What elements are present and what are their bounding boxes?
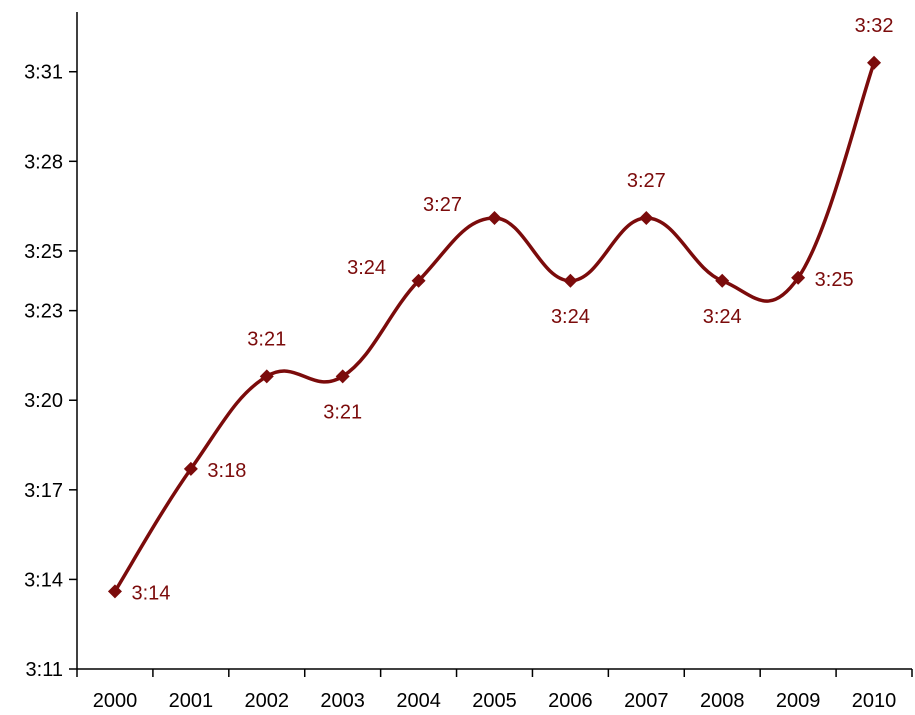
x-tick-label: 2006 [548,690,593,712]
data-point-marker [487,211,502,226]
x-tick-label: 2001 [169,690,214,712]
data-point-marker [411,273,426,288]
x-tick-label: 2002 [245,690,290,712]
data-label: 3:21 [323,401,362,423]
data-point-marker [639,211,654,226]
y-tick-label: 3:20 [24,390,63,412]
x-axis-ticks: 2000 2001 2002 2003 2004 2005 2006 2007 2008 2009… [76,669,913,712]
data-point-marker [335,369,350,384]
y-tick-label: 3:14 [24,569,63,591]
data-label: 3:32 [855,15,894,37]
x-tick-label: 2004 [396,690,441,712]
data-point-marker [791,270,806,285]
data-point-marker [107,584,122,599]
data-point-marker [563,273,578,288]
data-point-marker [259,369,274,384]
data-point-marker [867,55,882,70]
y-tick-label: 3:25 [24,241,63,263]
data-label: 3:27 [627,170,666,192]
y-tick-label: 3:28 [24,151,63,173]
series-line [113,62,876,593]
series-layer: 3:14 3:18 3:21 3:21 3:24 3:27 3:24 3:27 3:24 3:25… [107,15,894,604]
data-label: 3:24 [703,306,742,328]
x-tick-label: 2008 [700,690,745,712]
y-tick-label: 3:11 [26,659,63,681]
y-axis-ticks: 3:11 3:14 3:17 3:20 3:23 3:25 3:28 3:31 [24,62,77,681]
data-label: 3:24 [347,257,386,279]
x-tick-label: 2007 [624,690,669,712]
data-point-marker [715,273,730,288]
x-tick-label: 2010 [852,690,897,712]
data-label: 3:25 [815,269,854,291]
data-label: 3:21 [247,328,286,350]
y-tick-label: 3:23 [24,301,63,323]
data-label: 3:18 [207,460,246,482]
data-label: 3:24 [551,306,590,328]
x-tick-label: 2003 [320,690,365,712]
data-label: 3:27 [423,194,462,216]
x-tick-label: 2009 [776,690,821,712]
x-tick-label: 2005 [472,690,517,712]
data-point-marker [183,461,198,476]
y-tick-label: 3:31 [24,62,63,84]
y-tick-label: 3:17 [24,480,63,502]
data-label: 3:14 [131,582,170,604]
x-tick-label: 2000 [93,690,138,712]
